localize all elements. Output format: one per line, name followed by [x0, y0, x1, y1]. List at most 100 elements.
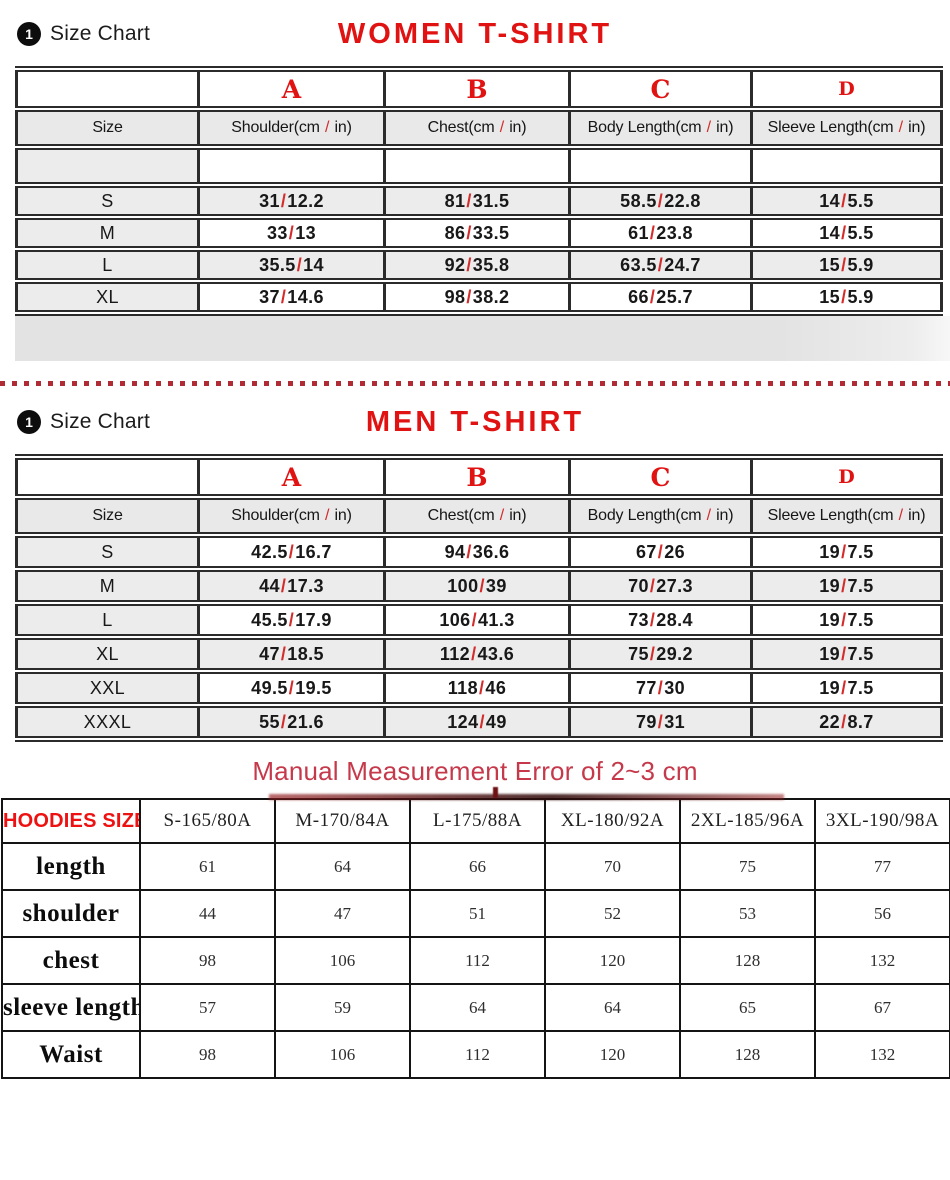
- ghost-cell: [197, 144, 386, 188]
- red-slash: /: [325, 507, 330, 524]
- red-slash: /: [841, 541, 847, 562]
- red-slash: /: [841, 711, 847, 732]
- column-header: Size: [15, 106, 200, 150]
- column-letter-d: D: [750, 66, 943, 112]
- size-label: M: [15, 214, 200, 252]
- red-slash: /: [288, 222, 295, 243]
- hoodies-value: 64: [274, 842, 411, 891]
- measurement-value: 92/35.8: [383, 246, 571, 284]
- red-slash: /: [649, 222, 656, 243]
- red-slash: /: [466, 254, 472, 275]
- red-slash: /: [499, 507, 504, 524]
- women-size-table: A B C D Size Shoulder(cm / in) Chest(cm / in) B…: [15, 66, 943, 316]
- measurement-value: 33/13: [197, 214, 386, 252]
- column-header: Shoulder(cm / in): [197, 106, 386, 150]
- red-dotted-divider: [0, 381, 950, 386]
- hoodies-column-header: 2XL-185/96A: [679, 798, 816, 844]
- red-slash: /: [288, 541, 295, 562]
- red-slash: /: [325, 119, 330, 136]
- measurement-value: 70/27.3: [568, 566, 753, 606]
- measurement-value: 106/41.3: [383, 600, 571, 640]
- hoodies-value: 56: [814, 889, 950, 938]
- column-header: Sleeve Length(cm / in): [750, 106, 943, 150]
- measurement-value: 45.5/17.9: [197, 600, 386, 640]
- size-label: XL: [15, 634, 200, 674]
- red-slash: /: [898, 507, 903, 524]
- measurement-value: 49.5/19.5: [197, 668, 386, 708]
- measurement-value: 124/49: [383, 702, 571, 742]
- red-slash: /: [649, 609, 656, 630]
- ghost-cell: [383, 144, 571, 188]
- column-header: Size: [15, 494, 200, 538]
- red-slash: /: [898, 119, 903, 136]
- measurement-value: 19/7.5: [750, 634, 943, 674]
- ghost-cell: [750, 144, 943, 188]
- measurement-value: 55/21.6: [197, 702, 386, 742]
- hoodies-row-label: sleeve length: [1, 983, 141, 1032]
- measurement-value: 73/28.4: [568, 600, 753, 640]
- hoodies-table-wrap: HOODIES SIZE S-165/80A M-170/84A L-175/88A X…: [1, 787, 950, 1079]
- measurement-value: 63.5/24.7: [568, 246, 753, 284]
- size-row-s: S 42.5/16.7 94/36.6 67/26 19/7.5: [15, 532, 943, 572]
- size-row-xl: XL 37/14.6 98/38.2 66/25.7 15/5.9: [15, 278, 943, 316]
- ink-tick-decoration: [493, 787, 498, 798]
- red-slash: /: [479, 711, 485, 732]
- gray-footer-band: [15, 316, 950, 361]
- size-row-m: M 44/17.3 100/39 70/27.3 19/7.5: [15, 566, 943, 606]
- column-letter-c: C: [568, 66, 753, 112]
- hoodies-value: 75: [679, 842, 816, 891]
- women-section-header: 1 Size Chart WOMEN T-SHIRT: [15, 18, 935, 58]
- hoodies-value: 132: [814, 936, 950, 985]
- red-slash: /: [841, 677, 847, 698]
- red-slash: /: [657, 677, 664, 698]
- measurement-value: 14/5.5: [750, 182, 943, 220]
- column-letter-c: C: [568, 454, 753, 500]
- hoodies-value: 52: [544, 889, 681, 938]
- red-slash: /: [841, 609, 847, 630]
- hoodies-value: 112: [409, 936, 546, 985]
- red-slash: /: [288, 677, 295, 698]
- measurement-error-note: Manual Measurement Error of 2~3 cm: [252, 756, 698, 786]
- size-label: L: [15, 600, 200, 640]
- size-row-l: L 35.5/14 92/35.8 63.5/24.7 15/5.9: [15, 246, 943, 284]
- hoodies-header-row: HOODIES SIZE S-165/80A M-170/84A L-175/88A X…: [1, 798, 950, 844]
- measurement-value: 75/29.2: [568, 634, 753, 674]
- women-tshirt-title: WOMEN T-SHIRT: [337, 18, 613, 50]
- hoodies-column-header: M-170/84A: [274, 798, 411, 844]
- column-letter-b: B: [383, 66, 571, 112]
- hoodies-row-waist: Waist 98 106 112 120 128 132: [1, 1030, 950, 1079]
- hoodies-value: 132: [814, 1030, 950, 1079]
- measurement-value: 66/25.7: [568, 278, 753, 316]
- red-slash: /: [471, 643, 477, 664]
- measurement-value: 81/31.5: [383, 182, 571, 220]
- measurement-value: 67/26: [568, 532, 753, 572]
- hoodies-value: 53: [679, 889, 816, 938]
- size-label: S: [15, 182, 200, 220]
- red-slash: /: [288, 609, 295, 630]
- measurement-value: 77/30: [568, 668, 753, 708]
- hoodies-value: 112: [409, 1030, 546, 1079]
- column-header: Body Length(cm / in): [568, 494, 753, 538]
- red-slash: /: [649, 286, 656, 307]
- size-label: L: [15, 246, 200, 284]
- size-row-l: L 45.5/17.9 106/41.3 73/28.4 19/7.5: [15, 600, 943, 640]
- corner-cell: [15, 454, 200, 500]
- measurement-value: 61/23.8: [568, 214, 753, 252]
- red-slash: /: [466, 190, 472, 211]
- red-slash: /: [706, 119, 711, 136]
- column-header: Body Length(cm / in): [568, 106, 753, 150]
- red-slash: /: [706, 507, 711, 524]
- red-slash: /: [471, 609, 477, 630]
- measurement-value: 19/7.5: [750, 668, 943, 708]
- red-slash: /: [841, 643, 847, 664]
- hoodies-value: 66: [409, 842, 546, 891]
- hoodies-size-table: HOODIES SIZE S-165/80A M-170/84A L-175/88A X…: [1, 798, 950, 1079]
- ghost-cell: [568, 144, 753, 188]
- red-slash: /: [466, 541, 472, 562]
- hoodies-value: 106: [274, 1030, 411, 1079]
- women-size-chart-label: 1 Size Chart: [17, 22, 150, 46]
- hoodies-value: 98: [139, 1030, 276, 1079]
- hoodies-row-label: length: [1, 842, 141, 891]
